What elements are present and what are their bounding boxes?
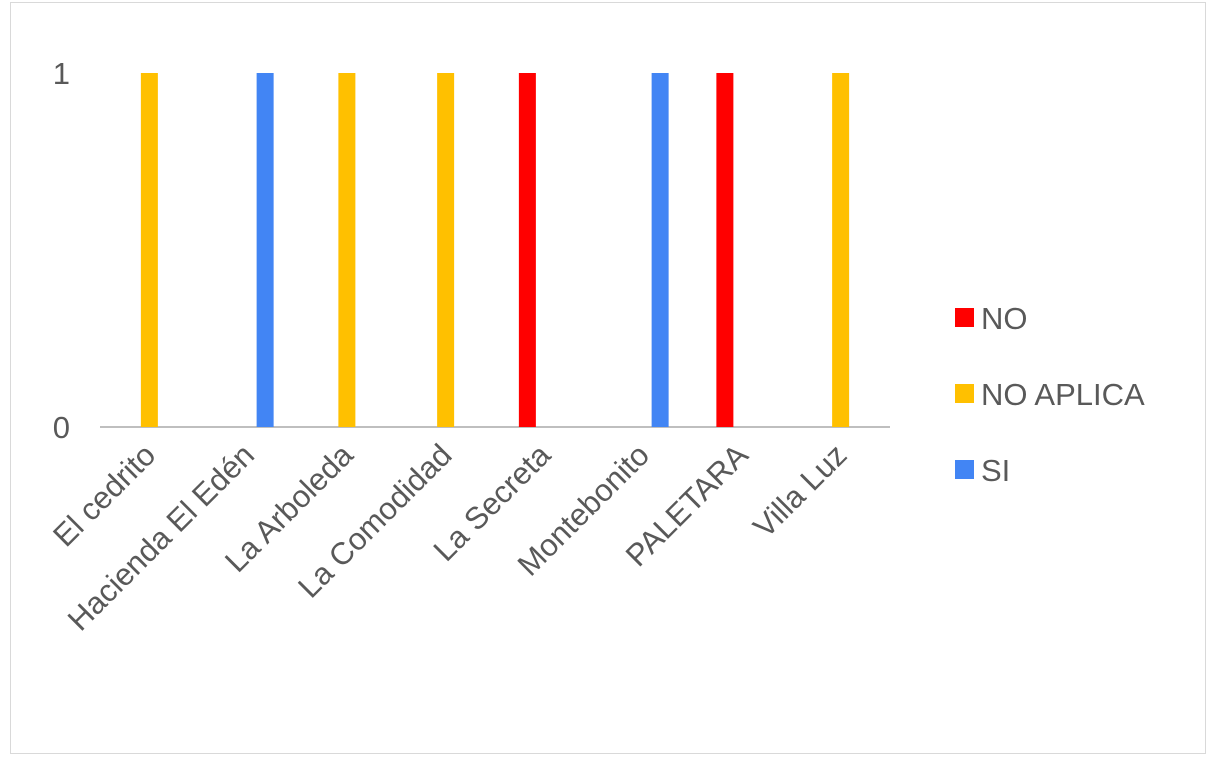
chart-frame <box>10 2 1206 754</box>
category-label: Hacienda El Edén <box>61 437 261 637</box>
bar-si <box>651 73 669 427</box>
bar-no <box>716 73 734 427</box>
bar-si <box>256 73 274 427</box>
bar-no-aplica <box>832 73 850 427</box>
legend: NO NO APLICA SI <box>955 301 1145 488</box>
legend-label: SI <box>981 453 1010 488</box>
bar-no-aplica <box>140 73 158 427</box>
legend-swatch <box>955 384 974 403</box>
bar-no-aplica <box>437 73 455 427</box>
y-tick-label: 1 <box>53 56 70 91</box>
bar-no <box>518 73 536 427</box>
y-tick-label: 0 <box>53 410 70 445</box>
legend-swatch <box>955 460 974 479</box>
legend-label: NO APLICA <box>981 377 1145 412</box>
category-label: Villa Luz <box>746 437 853 544</box>
bar-no-aplica <box>338 73 356 427</box>
legend-label: NO <box>981 301 1028 336</box>
legend-swatch <box>955 308 974 327</box>
